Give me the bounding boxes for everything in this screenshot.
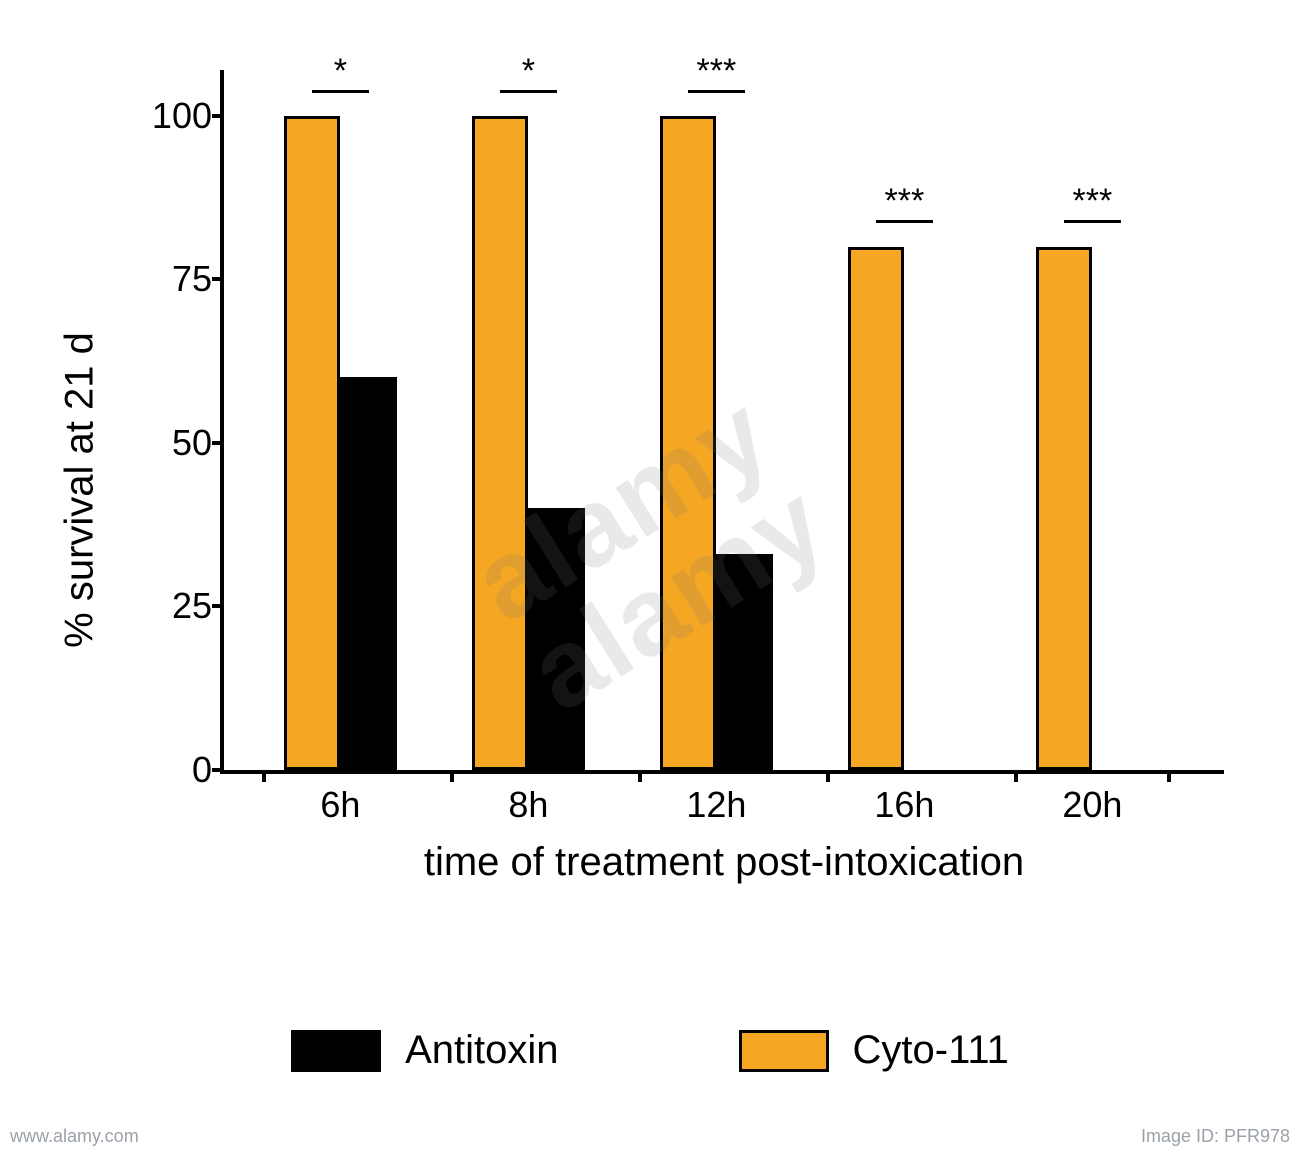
footer: www.alamy.com Image ID: PFR978 [0, 1126, 1300, 1147]
chart-container: % survival at 21 d time of treatment pos… [60, 40, 1240, 940]
legend-swatch [291, 1030, 381, 1072]
significance-label: *** [1073, 182, 1113, 221]
significance-label: *** [697, 52, 737, 91]
footer-image-id: Image ID: PFR978 [1141, 1126, 1290, 1147]
bar-cyto-111 [660, 116, 716, 770]
legend-swatch [739, 1030, 829, 1072]
legend-label: Antitoxin [405, 1028, 558, 1073]
legend-item: Antitoxin [291, 1028, 558, 1073]
bar-antitoxin [716, 554, 772, 770]
x-tick-label: 20h [1062, 770, 1122, 826]
y-tick-mark [212, 768, 224, 772]
x-tick-mark [450, 770, 454, 782]
x-tick-label: 16h [874, 770, 934, 826]
y-axis-label: % survival at 21 d [58, 332, 103, 648]
significance-label: * [334, 52, 347, 91]
plot-area: time of treatment post-intoxication 0255… [220, 70, 1224, 774]
y-tick-mark [212, 114, 224, 118]
significance-label: *** [885, 182, 925, 221]
y-tick-mark [212, 277, 224, 281]
x-tick-mark [826, 770, 830, 782]
significance-label: * [522, 52, 535, 91]
x-tick-mark [638, 770, 642, 782]
y-tick-mark [212, 441, 224, 445]
legend-label: Cyto-111 [853, 1028, 1009, 1073]
x-tick-mark [1167, 770, 1171, 782]
x-tick-mark [262, 770, 266, 782]
x-tick-label: 12h [686, 770, 746, 826]
footer-site: www.alamy.com [10, 1126, 139, 1147]
bar-cyto-111 [848, 247, 904, 770]
legend-item: Cyto-111 [739, 1028, 1009, 1073]
bar-cyto-111 [1036, 247, 1092, 770]
bar-antitoxin [340, 377, 396, 770]
x-tick-label: 8h [508, 770, 548, 826]
bar-antitoxin [528, 508, 584, 770]
bar-cyto-111 [284, 116, 340, 770]
bar-cyto-111 [472, 116, 528, 770]
y-tick-mark [212, 604, 224, 608]
x-tick-label: 6h [320, 770, 360, 826]
legend: Antitoxin Cyto-111 [0, 1028, 1300, 1073]
x-tick-mark [1014, 770, 1018, 782]
